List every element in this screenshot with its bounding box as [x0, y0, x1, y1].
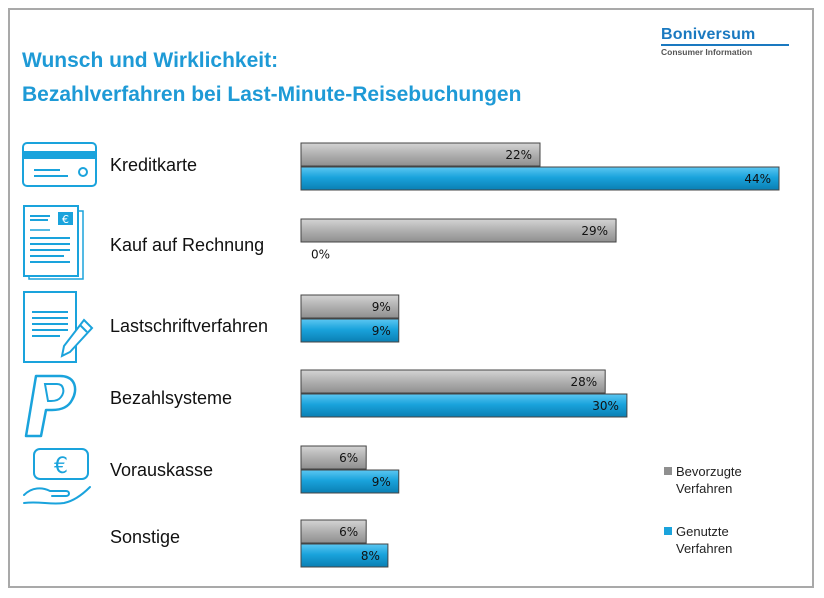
bar-label-preferred: 29% [581, 224, 608, 238]
bar-preferred [300, 519, 367, 544]
payment-system-icon [24, 374, 77, 438]
category-label: Bezahlsysteme [110, 388, 233, 408]
legend-swatch-used [664, 527, 672, 535]
bar-label-used: 30% [592, 399, 619, 413]
bar-preferred [300, 142, 541, 167]
bar-preferred [300, 294, 400, 319]
direct-debit-icon [23, 291, 94, 363]
svg-text:€: € [54, 454, 68, 479]
brand-name: Boniversum [661, 26, 756, 43]
legend-swatch-preferred [664, 467, 672, 475]
category-label: Kauf auf Rechnung [110, 235, 265, 255]
legend-label-used: Genutzte Verfahren [676, 524, 733, 556]
invoice-icon: € [23, 205, 84, 280]
prepayment-icon: € [23, 448, 91, 505]
category-label: Sonstige [110, 527, 181, 547]
category-label: Lastschriftverfahren [110, 316, 269, 336]
bar-preferred [300, 369, 606, 394]
bar-label-preferred: 28% [571, 375, 598, 389]
bar-label-preferred: 6% [339, 525, 358, 539]
bar-label-used: 0% [311, 248, 330, 262]
bar-used [300, 318, 400, 343]
bar-label-used: 8% [361, 549, 380, 563]
legend-label-preferred: Bevorzugte Verfahren [676, 464, 742, 496]
bar-label-used: 9% [372, 475, 391, 489]
category-label: Vorauskasse [110, 460, 214, 480]
chart-frame [8, 8, 814, 588]
brand-subtitle: Consumer Information [661, 47, 753, 57]
chart-title-line-1: Wunsch und Wirklichkeit: [22, 49, 279, 72]
bar-used [300, 166, 780, 191]
chart-title-line-2: Bezahlverfahren bei Last-Minute-Reisebuc… [22, 83, 522, 106]
svg-text:€: € [62, 213, 69, 226]
bar-used [300, 469, 400, 494]
bar-used [300, 543, 389, 568]
bar-used [300, 393, 628, 418]
brand-underline [661, 44, 789, 46]
bar-label-used: 9% [372, 324, 391, 338]
brand-logo: Boniversum Consumer Information [661, 26, 791, 57]
bar-label-preferred: 9% [372, 300, 391, 314]
bar-preferred [300, 445, 367, 470]
bar-label-preferred: 22% [505, 148, 532, 162]
category-label: Kreditkarte [110, 155, 198, 175]
credit-card-icon [22, 142, 97, 187]
bar-preferred [300, 218, 617, 243]
bar-label-used: 44% [744, 172, 771, 186]
bar-label-preferred: 6% [339, 451, 358, 465]
